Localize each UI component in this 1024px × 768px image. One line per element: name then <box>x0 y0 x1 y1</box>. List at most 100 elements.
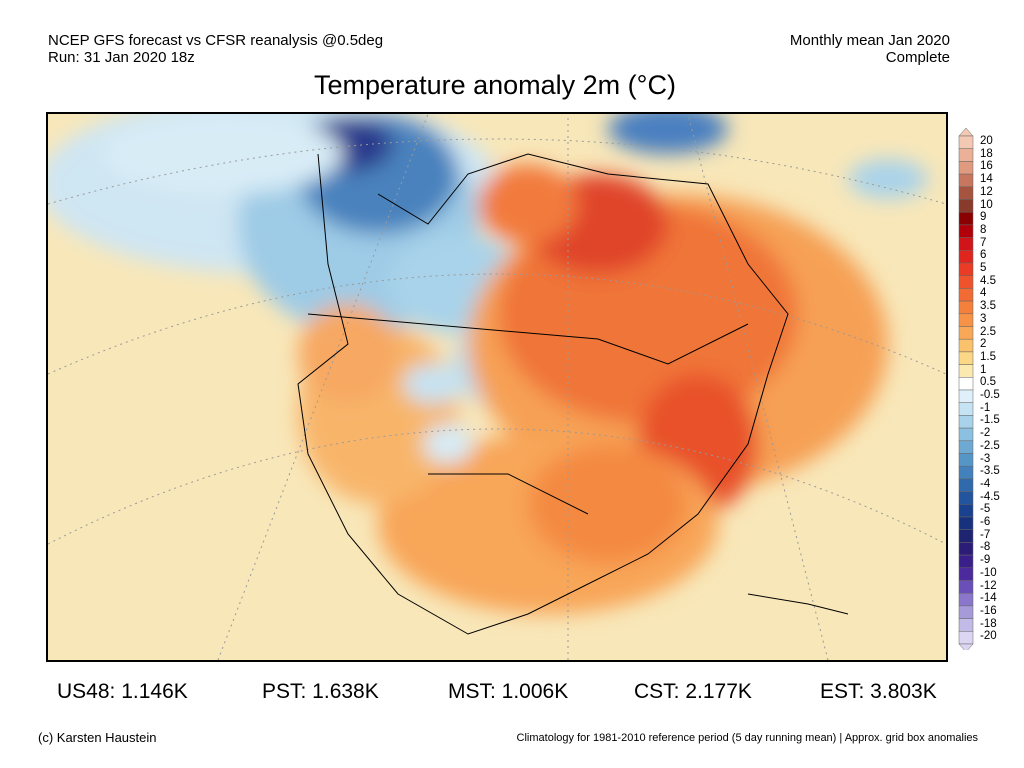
colorbar-swatch <box>958 440 974 454</box>
colorbar-swatch <box>958 453 974 467</box>
stat-cst: CST: 2.177K <box>634 680 752 703</box>
colorbar-label: -16 <box>980 604 997 617</box>
colorbar-swatch <box>958 135 974 149</box>
colorbar-max-arrow <box>958 128 974 137</box>
colorbar-label: -6 <box>980 516 991 528</box>
colorbar-swatch <box>958 516 974 530</box>
colorbar-label: 12 <box>980 185 993 198</box>
colorbar-label: -0.5 <box>980 389 1000 401</box>
colorbar-label: -3.5 <box>980 465 1000 478</box>
colorbar-swatch <box>958 351 974 365</box>
colorbar-label: -14 <box>980 592 997 605</box>
colorbar-swatch <box>958 605 974 619</box>
coastlines <box>297 153 849 635</box>
colorbar-label: -20 <box>980 630 997 643</box>
colorbar-label: -4.5 <box>980 490 1000 503</box>
colorbar-label: -2 <box>980 427 991 440</box>
colorbar-swatch <box>958 542 974 556</box>
colorbar-min-arrow <box>958 643 974 650</box>
anomaly-shading <box>48 114 928 614</box>
colorbar-swatch <box>958 554 974 569</box>
colorbar-label: 1.5 <box>980 350 996 363</box>
colorbar-label: -1 <box>980 401 991 414</box>
colorbar-label: 16 <box>980 160 993 173</box>
colorbar-swatch <box>958 237 974 251</box>
run-time: Run: 31 Jan 2020 18z <box>48 49 195 66</box>
colorbar-label: 7 <box>980 236 987 249</box>
status-label: Complete <box>885 49 950 66</box>
colorbar-swatch <box>958 580 974 594</box>
colorbar-swatch <box>958 389 974 403</box>
colorbar-swatch <box>958 529 974 543</box>
colorbar-swatch <box>958 478 974 492</box>
colorbar-label: -9 <box>980 554 991 567</box>
anomaly-map-canvas <box>48 114 946 660</box>
map-title: Temperature anomaly 2m (°C) <box>314 70 676 100</box>
colorbar-swatch <box>958 338 974 353</box>
colorbar-swatch <box>958 250 974 264</box>
colorbar-swatch <box>958 211 974 226</box>
colorbar-swatch <box>958 631 974 645</box>
colorbar-label: -5 <box>980 503 991 516</box>
colorbar-swatch <box>958 326 974 340</box>
colorbar-swatch <box>958 148 974 162</box>
graticule <box>48 114 946 660</box>
header-right: Monthly mean Jan 2020 Complete <box>790 32 950 66</box>
colorbar-swatch <box>958 199 974 213</box>
model-description: NCEP GFS forecast vs CFSR reanalysis @0.… <box>48 32 384 49</box>
colorbar-label: 1 <box>980 363 987 376</box>
colorbar-label: 5 <box>980 262 987 274</box>
colorbar-swatch <box>958 491 974 505</box>
colorbar-label: -4 <box>980 477 991 490</box>
colorbar-swatch <box>958 415 974 429</box>
colorbar-label: -2.5 <box>980 439 1000 452</box>
colorbar-label: -12 <box>980 579 997 592</box>
climatology-note: Climatology for 1981-2010 reference peri… <box>516 732 978 744</box>
colorbar-swatch <box>958 618 974 632</box>
colorbar-label: 10 <box>980 198 993 211</box>
colorbar-swatch <box>958 173 974 188</box>
colorbar-label: 18 <box>980 147 993 160</box>
anomaly-map <box>46 112 948 662</box>
colorbar-swatch <box>958 161 974 175</box>
colorbar-swatches <box>958 128 974 650</box>
colorbar-swatch <box>958 275 974 289</box>
colorbar-label: -7 <box>980 528 991 541</box>
header-left: NCEP GFS forecast vs CFSR reanalysis @0.… <box>48 32 383 66</box>
stat-pst: PST: 1.638K <box>262 680 379 703</box>
colorbar-swatch <box>958 504 974 518</box>
colorbar-swatch <box>958 313 974 327</box>
colorbar: 20 18 16 14 12 10 9 8 7 6 5 4.5 4 3.5 3 2.5 2 1.5 1 0.5 -0.5… <box>958 128 1018 650</box>
colorbar-swatch <box>958 186 974 200</box>
colorbar-swatch <box>958 364 974 378</box>
colorbar-label: 20 <box>980 135 993 147</box>
colorbar-swatch <box>958 224 974 238</box>
colorbar-label: 4 <box>980 287 987 300</box>
colorbar-swatch <box>958 427 974 442</box>
colorbar-label: -10 <box>980 566 997 579</box>
colorbar-swatch <box>958 402 974 416</box>
colorbar-swatch <box>958 300 974 315</box>
colorbar-label: 3 <box>980 312 987 325</box>
colorbar-swatch <box>958 377 974 391</box>
colorbar-label: -18 <box>980 617 997 630</box>
colorbar-label: 8 <box>980 223 987 236</box>
colorbar-label: 6 <box>980 249 987 262</box>
colorbar-label: 2.5 <box>980 325 996 338</box>
colorbar-swatch <box>958 592 974 607</box>
colorbar-label: 2 <box>980 338 987 351</box>
copyright: (c) Karsten Haustein <box>38 730 157 745</box>
colorbar-swatch <box>958 465 974 480</box>
colorbar-swatch <box>958 567 974 581</box>
colorbar-label: 14 <box>980 173 993 186</box>
stat-est: EST: 3.803K <box>820 680 937 703</box>
colorbar-label: -3 <box>980 452 991 465</box>
colorbar-label: -8 <box>980 541 991 554</box>
colorbar-swatch <box>958 288 974 302</box>
stat-mst: MST: 1.006K <box>448 680 569 703</box>
regional-stats: US48: 1.146K PST: 1.638K MST: 1.006K CST… <box>0 680 1024 704</box>
colorbar-label: 9 <box>980 211 987 224</box>
colorbar-label: 0.5 <box>980 376 996 389</box>
stat-us48: US48: 1.146K <box>57 680 188 703</box>
period-label: Monthly mean Jan 2020 <box>789 32 950 49</box>
